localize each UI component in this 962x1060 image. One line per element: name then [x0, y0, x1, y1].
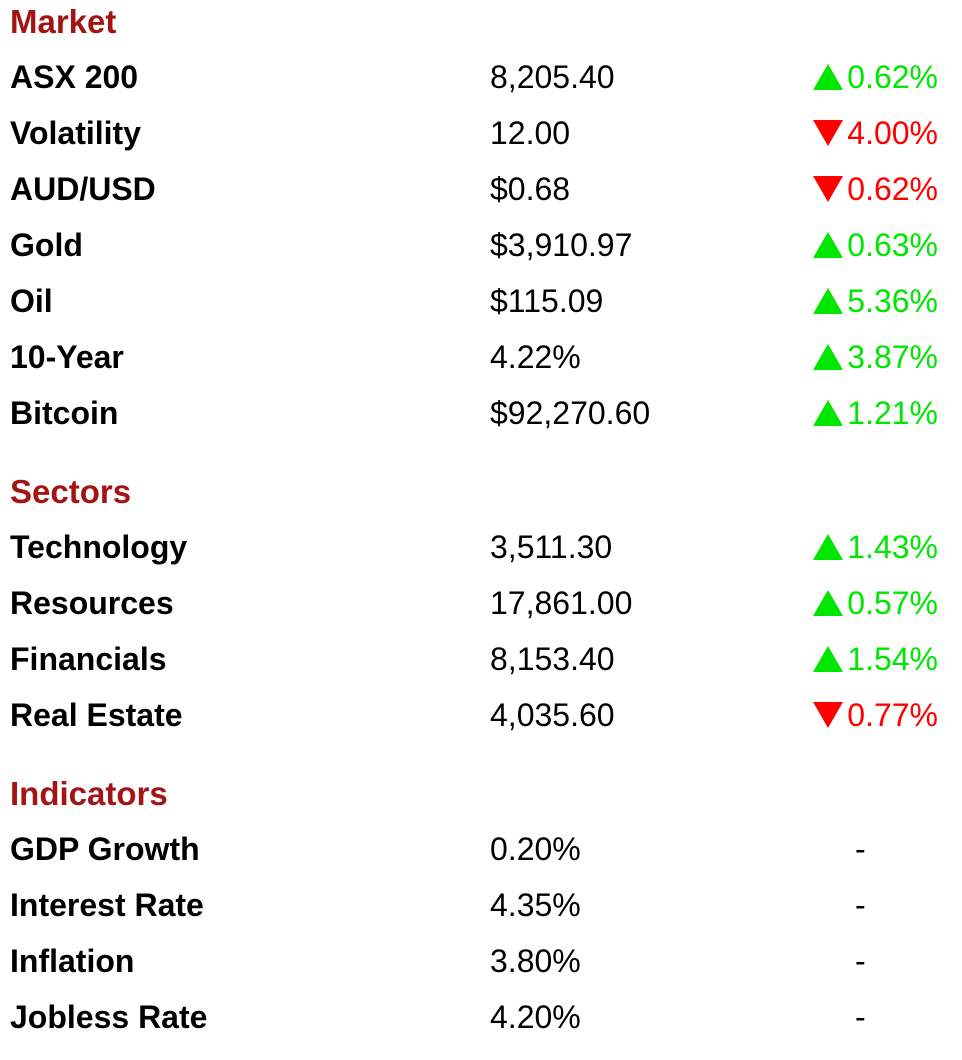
row-name: Bitcoin [10, 395, 119, 431]
up-triangle-icon [812, 645, 844, 673]
market-row-volatility: Volatility 12.00 4.00% [0, 108, 962, 158]
row-value: 3,511.30 [490, 529, 613, 565]
row-change: - [855, 999, 866, 1035]
row-value: 8,205.40 [490, 59, 615, 95]
row-value: 4.20% [490, 999, 581, 1035]
indicators-row-gdp-growth: GDP Growth 0.20% - [0, 824, 962, 874]
up-triangle-icon [812, 343, 844, 371]
row-name: GDP Growth [10, 831, 200, 867]
market-row-audusd: AUD/USD $0.68 0.62% [0, 164, 962, 214]
row-value: $115.09 [490, 283, 604, 319]
row-value: 12.00 [490, 115, 571, 151]
sectors-row-resources: Resources 17,861.00 0.57% [0, 578, 962, 628]
row-change: 4.00% [812, 108, 938, 158]
row-value: 8,153.40 [490, 641, 615, 677]
market-row-oil: Oil $115.09 5.36% [0, 276, 962, 326]
sectors-row-technology: Technology 3,511.30 1.43% [0, 522, 962, 572]
row-change: 5.36% [812, 276, 938, 326]
sectors-row-real-estate: Real Estate 4,035.60 0.77% [0, 690, 962, 740]
change-percent: 0.57% [847, 585, 938, 621]
row-change: - [855, 831, 866, 867]
row-change: 0.62% [812, 164, 938, 214]
indicators-row-inflation: Inflation 3.80% - [0, 936, 962, 986]
row-value: 4.22% [490, 339, 581, 375]
indicators-row-jobless-rate: Jobless Rate 4.20% - [0, 992, 962, 1042]
sectors-section-title: Sectors [10, 473, 132, 510]
change-percent: 3.87% [847, 339, 938, 375]
market-row-10-year: 10-Year 4.22% 3.87% [0, 332, 962, 382]
row-change: 0.57% [812, 578, 938, 628]
change-percent: 1.21% [847, 395, 938, 431]
row-value: $0.68 [490, 171, 571, 207]
change-percent: 5.36% [847, 283, 938, 319]
row-value: $3,910.97 [490, 227, 633, 263]
row-change: 1.21% [812, 388, 938, 438]
change-percent: 1.54% [847, 641, 938, 677]
down-triangle-icon [812, 175, 844, 203]
row-change: 1.43% [812, 522, 938, 572]
row-value: 3.80% [490, 943, 581, 979]
indicators-row-interest-rate: Interest Rate 4.35% - [0, 880, 962, 930]
up-triangle-icon [812, 533, 844, 561]
up-triangle-icon [812, 399, 844, 427]
row-name: 10-Year [10, 339, 124, 375]
down-triangle-icon [812, 701, 844, 729]
indicators-section-title: Indicators [10, 775, 168, 812]
row-change: 1.54% [812, 634, 938, 684]
row-name: Resources [10, 585, 174, 621]
up-triangle-icon [812, 231, 844, 259]
market-section-title: Market [10, 3, 117, 40]
change-percent: 0.77% [847, 697, 938, 733]
change-percent: 0.62% [847, 171, 938, 207]
market-row-gold: Gold $3,910.97 0.63% [0, 220, 962, 270]
row-name: Gold [10, 227, 83, 263]
change-percent: 0.63% [847, 227, 938, 263]
market-row-asx200: ASX 200 8,205.40 0.62% [0, 52, 962, 102]
market-row-bitcoin: Bitcoin $92,270.60 1.21% [0, 388, 962, 438]
row-change: - [855, 943, 866, 979]
row-change: 0.63% [812, 220, 938, 270]
row-value: $92,270.60 [490, 395, 651, 431]
change-percent: 0.62% [847, 59, 938, 95]
row-value: 4.35% [490, 887, 581, 923]
change-percent: 1.43% [847, 529, 938, 565]
row-change: 0.62% [812, 52, 938, 102]
down-triangle-icon [812, 119, 844, 147]
row-change: 0.77% [812, 690, 938, 740]
up-triangle-icon [812, 287, 844, 315]
up-triangle-icon [812, 589, 844, 617]
row-name: Inflation [10, 943, 135, 979]
up-triangle-icon [812, 63, 844, 91]
row-name: Oil [10, 283, 53, 319]
row-value: 0.20% [490, 831, 581, 867]
row-change: 3.87% [812, 332, 938, 382]
row-name: Interest Rate [10, 887, 204, 923]
row-value: 4,035.60 [490, 697, 615, 733]
row-name: AUD/USD [10, 171, 156, 207]
row-name: Volatility [10, 115, 141, 151]
row-value: 17,861.00 [490, 585, 633, 621]
change-percent: 4.00% [847, 115, 938, 151]
row-change: - [855, 887, 866, 923]
row-name: Financials [10, 641, 167, 677]
row-name: Real Estate [10, 697, 183, 733]
row-name: ASX 200 [10, 59, 139, 95]
sectors-row-financials: Financials 8,153.40 1.54% [0, 634, 962, 684]
row-name: Jobless Rate [10, 999, 208, 1035]
row-name: Technology [10, 529, 188, 565]
